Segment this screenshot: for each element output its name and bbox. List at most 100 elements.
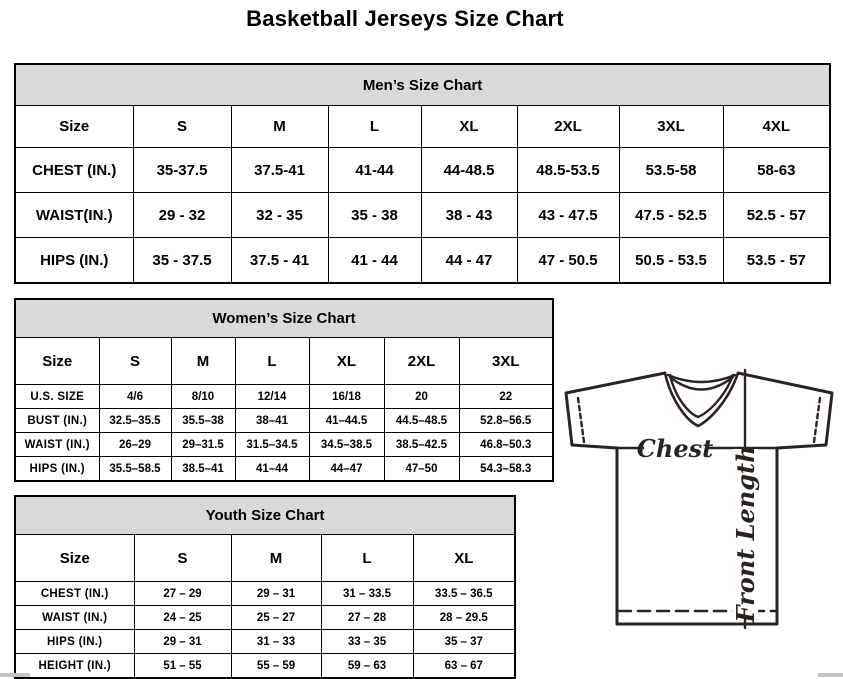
value-cell: 58-63 bbox=[722, 147, 831, 193]
table-title: Men’s Size Chart bbox=[14, 63, 831, 106]
column-header: XL bbox=[420, 105, 518, 148]
page-title: Basketball Jerseys Size Chart bbox=[246, 6, 564, 31]
value-cell: 51 – 55 bbox=[133, 653, 232, 679]
value-cell: 27 – 29 bbox=[133, 581, 232, 606]
row-label: HIPS (IN.) bbox=[14, 629, 135, 654]
column-header: S bbox=[132, 105, 232, 148]
column-header: XL bbox=[308, 337, 385, 385]
value-cell: 29 – 31 bbox=[133, 629, 232, 654]
table-row: BUST (IN.) 32.5–35.5 35.5–38 38–41 41–44.5 44… bbox=[14, 408, 554, 433]
table-title-row: Women’s Size Chart bbox=[14, 298, 554, 338]
value-cell: 27 – 28 bbox=[320, 605, 414, 630]
value-cell: 52.5 - 57 bbox=[722, 192, 831, 238]
row-label: HEIGHT (IN.) bbox=[14, 653, 135, 679]
table-title: Women’s Size Chart bbox=[14, 298, 554, 338]
value-cell: 29 - 32 bbox=[132, 192, 232, 238]
value-cell: 28 – 29.5 bbox=[412, 605, 516, 630]
value-cell: 38–41 bbox=[234, 408, 310, 433]
value-cell: 35.5–58.5 bbox=[98, 456, 172, 482]
jersey-left-cuff-dashed-line bbox=[576, 396, 586, 444]
jersey-right-cuff-dashed-line bbox=[812, 396, 822, 444]
value-cell: 38.5–41 bbox=[170, 456, 236, 482]
table-row: CHEST (IN.) 27 – 29 29 – 31 31 – 33.5 33.5 –… bbox=[14, 581, 516, 606]
value-cell: 38.5–42.5 bbox=[383, 432, 460, 457]
table-title: Youth Size Chart bbox=[14, 495, 516, 535]
column-header: S bbox=[133, 534, 232, 582]
value-cell: 50.5 - 53.5 bbox=[618, 237, 724, 284]
column-header: Size bbox=[14, 337, 100, 385]
table-title-row: Youth Size Chart bbox=[14, 495, 516, 535]
column-header: 3XL bbox=[458, 337, 554, 385]
table-row: WAIST (IN.) 24 – 25 25 – 27 27 – 28 28 – 29.… bbox=[14, 605, 516, 630]
row-label: BUST (IN.) bbox=[14, 408, 100, 433]
value-cell: 41 - 44 bbox=[327, 237, 422, 284]
value-cell: 35 – 37 bbox=[412, 629, 516, 654]
value-cell: 12/14 bbox=[234, 384, 310, 409]
front-length-label-group: Front Length bbox=[731, 445, 760, 623]
value-cell: 29–31.5 bbox=[170, 432, 236, 457]
row-label: HIPS (IN.) bbox=[14, 237, 134, 284]
row-label: U.S. SIZE bbox=[14, 384, 100, 409]
value-cell: 54.3–58.3 bbox=[458, 456, 554, 482]
jersey-body-outline bbox=[564, 371, 834, 626]
value-cell: 37.5-41 bbox=[230, 147, 329, 193]
value-cell: 41-44 bbox=[327, 147, 422, 193]
row-label: WAIST (IN.) bbox=[14, 432, 100, 457]
value-cell: 44 - 47 bbox=[420, 237, 518, 284]
column-header: 2XL bbox=[516, 105, 620, 148]
scrollbar-fragment-right bbox=[818, 673, 843, 677]
jersey-collar-outer bbox=[663, 371, 740, 428]
jersey-collar-inner bbox=[668, 373, 735, 419]
value-cell: 20 bbox=[383, 384, 460, 409]
row-label: CHEST (IN.) bbox=[14, 147, 134, 193]
row-label: WAIST (IN.) bbox=[14, 605, 135, 630]
womens-size-table: Women’s Size Chart Size S M L XL 2XL 3XL U.S. SI… bbox=[14, 298, 555, 482]
table-row: HIPS (IN.) 35.5–58.5 38.5–41 41–44 44–47 47–5… bbox=[14, 456, 554, 482]
scrollbar-fragment-left bbox=[0, 673, 30, 677]
row-label: HIPS (IN.) bbox=[14, 456, 100, 482]
chest-label-group: Chest bbox=[637, 434, 713, 463]
value-cell: 55 – 59 bbox=[230, 653, 322, 679]
value-cell: 31 – 33.5 bbox=[320, 581, 414, 606]
row-label: WAIST(IN.) bbox=[14, 192, 134, 238]
value-cell: 37.5 - 41 bbox=[230, 237, 329, 284]
value-cell: 38 - 43 bbox=[420, 192, 518, 238]
table-row: WAIST (IN.) 26–29 29–31.5 31.5–34.5 34.5–38.… bbox=[14, 432, 554, 457]
value-cell: 44–47 bbox=[308, 456, 385, 482]
table-row: WAIST(IN.) 29 - 32 32 - 35 35 - 38 38 - 43 43… bbox=[14, 192, 831, 238]
value-cell: 35.5–38 bbox=[170, 408, 236, 433]
front-length-label: Front Length bbox=[731, 445, 760, 623]
value-cell: 8/10 bbox=[170, 384, 236, 409]
table-row: HIPS (IN.) 29 – 31 31 – 33 33 – 35 35 – 37 bbox=[14, 629, 516, 654]
value-cell: 35 - 38 bbox=[327, 192, 422, 238]
value-cell: 25 – 27 bbox=[230, 605, 322, 630]
value-cell: 47 - 50.5 bbox=[516, 237, 620, 284]
youth-size-table: Youth Size Chart Size S M L XL CHEST (IN.) 27 –… bbox=[14, 495, 517, 679]
jersey-collar-rib-arc-1 bbox=[666, 373, 737, 384]
value-cell: 33 – 35 bbox=[320, 629, 414, 654]
column-header: 4XL bbox=[722, 105, 831, 148]
column-header: L bbox=[327, 105, 422, 148]
value-cell: 22 bbox=[458, 384, 554, 409]
column-header-row: Size S M L XL 2XL 3XL 4XL bbox=[14, 105, 831, 148]
value-cell: 16/18 bbox=[308, 384, 385, 409]
value-cell: 44.5–48.5 bbox=[383, 408, 460, 433]
value-cell: 31 – 33 bbox=[230, 629, 322, 654]
value-cell: 47–50 bbox=[383, 456, 460, 482]
value-cell: 24 – 25 bbox=[133, 605, 232, 630]
value-cell: 26–29 bbox=[98, 432, 172, 457]
table-row: HIPS (IN.) 35 - 37.5 37.5 - 41 41 - 44 44 - … bbox=[14, 237, 831, 284]
table-row: U.S. SIZE 4/6 8/10 12/14 16/18 20 22 bbox=[14, 384, 554, 409]
value-cell: 53.5-58 bbox=[618, 147, 724, 193]
column-header: Size bbox=[14, 105, 134, 148]
column-header: XL bbox=[412, 534, 516, 582]
column-header: S bbox=[98, 337, 172, 385]
jersey-collar-rib-arc-2 bbox=[668, 375, 735, 391]
value-cell: 52.8–56.5 bbox=[458, 408, 554, 433]
value-cell: 46.8–50.3 bbox=[458, 432, 554, 457]
value-cell: 32.5–35.5 bbox=[98, 408, 172, 433]
column-header: L bbox=[320, 534, 414, 582]
value-cell: 44-48.5 bbox=[420, 147, 518, 193]
table-row: CHEST (IN.) 35-37.5 37.5-41 41-44 44-48.5 48.… bbox=[14, 147, 831, 193]
column-header-row: Size S M L XL 2XL 3XL bbox=[14, 337, 554, 385]
